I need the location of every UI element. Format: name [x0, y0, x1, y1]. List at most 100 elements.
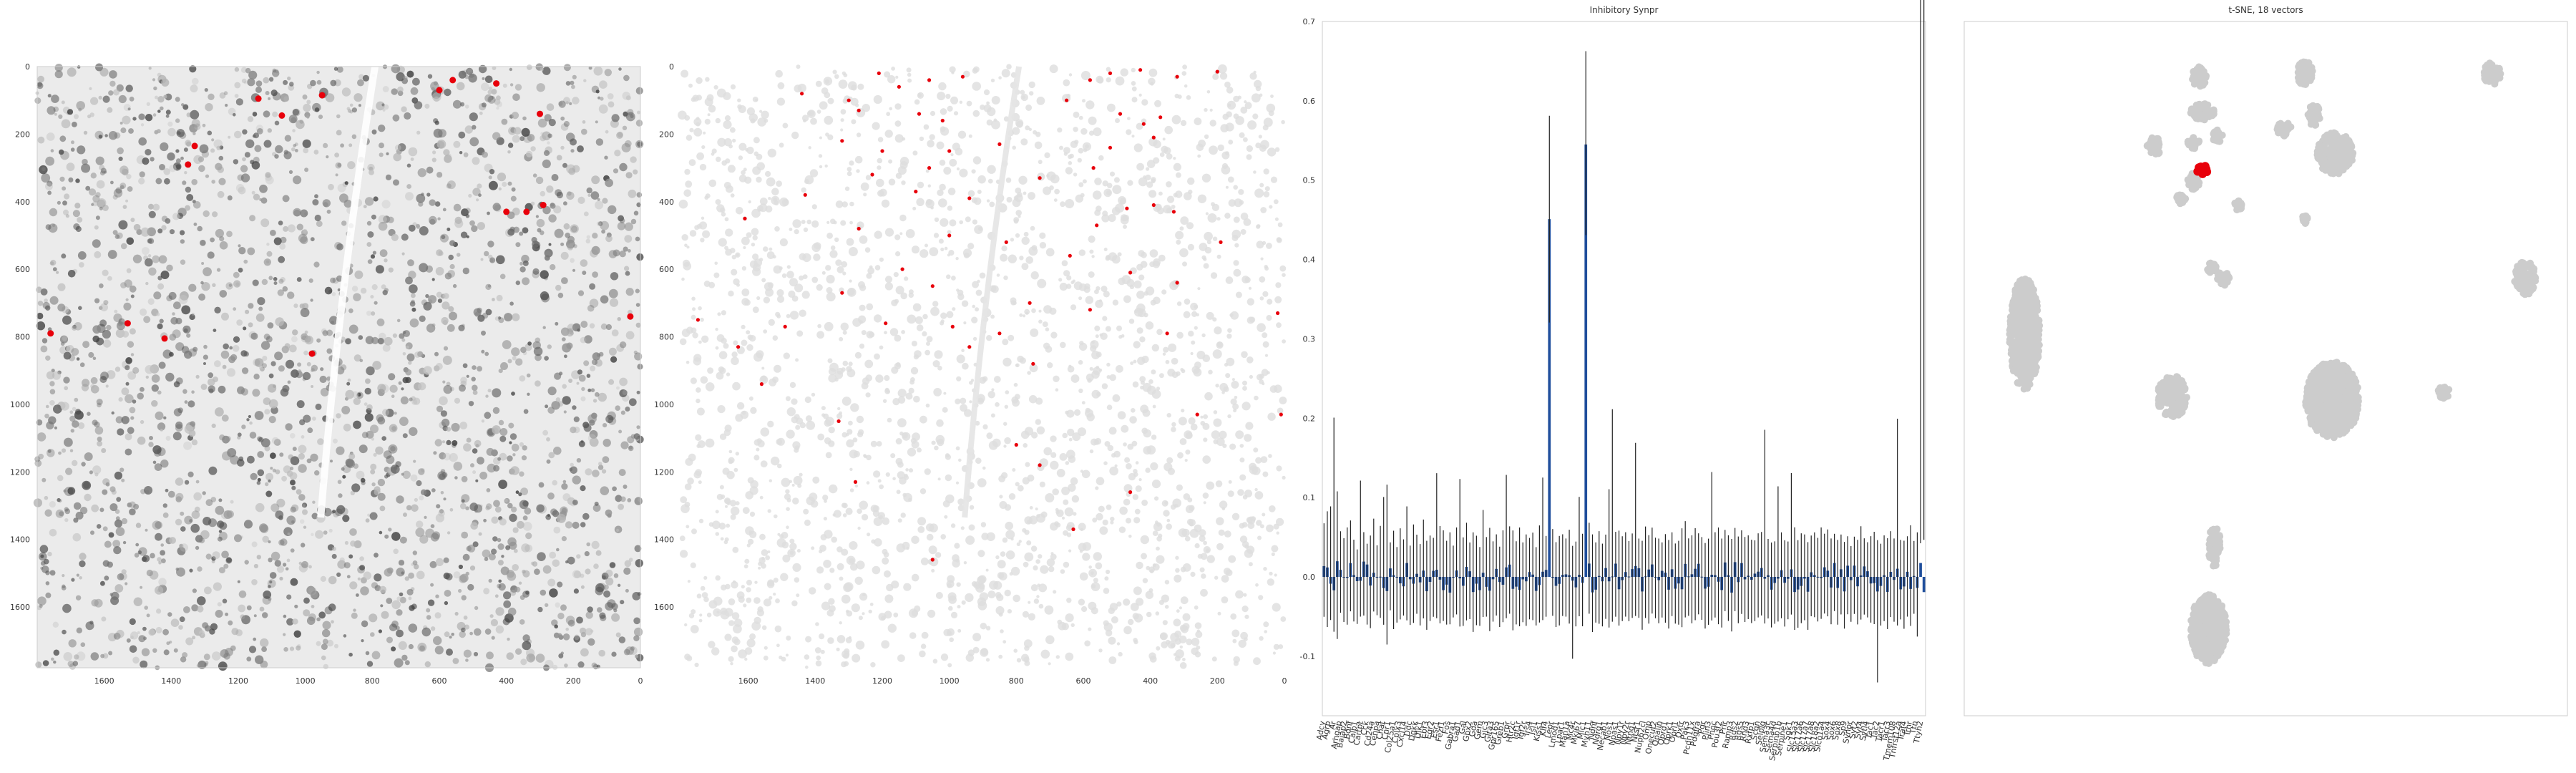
tissue-cell-blob: [600, 614, 607, 622]
tissue-cell-blob: [700, 238, 705, 243]
tissue-cell-blob: [1013, 594, 1020, 603]
highlight-cell-point: [318, 92, 326, 99]
tissue-cell-blob: [1106, 362, 1111, 367]
tissue-cell-blob: [336, 130, 342, 136]
tissue-cell-blob: [1220, 124, 1229, 132]
tissue-cell-blob: [839, 411, 842, 415]
tissue-cell-blob: [147, 254, 152, 258]
tissue-cell-blob: [286, 515, 296, 525]
tissue-cell-blob: [472, 188, 481, 196]
tissue-cell-blob: [884, 375, 890, 381]
tissue-cell-blob: [615, 405, 620, 411]
tissue-cell-blob: [166, 641, 170, 646]
tissue-cell-blob: [1263, 168, 1269, 175]
tissue-cell-blob: [343, 199, 352, 208]
tissue-cell-blob: [1231, 629, 1240, 638]
tissue-cell-blob: [73, 517, 79, 523]
tissue-cell-blob: [693, 127, 703, 137]
tissue-cell-blob: [592, 352, 600, 361]
tissue-cell-blob: [290, 480, 296, 486]
tissue-cell-blob: [64, 507, 69, 512]
tissue-cell-blob: [899, 161, 908, 169]
tissue-cell-blob: [763, 296, 771, 303]
tissue-cell-blob: [378, 629, 383, 633]
tissue-cell-blob: [1201, 173, 1211, 183]
tissue-cell-blob: [1245, 422, 1254, 430]
tissue-cell-blob: [49, 570, 56, 576]
tissue-cell-blob: [320, 387, 329, 397]
tissue-cell-blob: [1235, 590, 1244, 599]
tissue-cell-blob: [1123, 498, 1131, 506]
tissue-cell-blob: [263, 110, 270, 118]
tissue-cell-blob: [454, 397, 461, 404]
tissue-cell-blob: [364, 197, 374, 206]
tissue-cell-blob: [879, 345, 884, 350]
tissue-cell-blob: [160, 543, 164, 547]
tissue-cell-blob: [708, 641, 716, 648]
tissue-cell-blob: [824, 321, 834, 331]
tissue-cell-blob: [312, 199, 319, 206]
tissue-cell-blob: [1004, 589, 1011, 597]
tissue-cell-blob: [360, 477, 366, 483]
tissue-cell-blob: [1215, 384, 1219, 388]
tissue-cell-blob: [371, 437, 375, 441]
tissue-cell-blob: [605, 178, 613, 188]
tissue-cell-blob: [935, 552, 942, 558]
tissue-cell-blob: [796, 549, 801, 553]
tissue-cell-blob: [492, 132, 501, 140]
tissue-cell-blob: [285, 359, 295, 369]
tissue-cell-blob: [303, 103, 311, 112]
tissue-cell-blob: [62, 603, 72, 613]
tissue-cell-blob: [233, 159, 239, 165]
tissue-cell-blob: [605, 577, 614, 586]
tissue-cell-blob: [107, 250, 117, 259]
tissue-cell-blob: [1133, 640, 1138, 645]
tissue-cell-blob: [889, 107, 892, 111]
tissue-cell-blob: [290, 433, 296, 439]
tissue-cell-blob: [157, 323, 163, 330]
tissue-cell-blob: [393, 152, 401, 162]
highlight-cell-point: [308, 350, 316, 357]
tissue-cell-blob: [370, 254, 376, 259]
tissue-cell-blob: [314, 194, 318, 199]
highlight-cell-point: [436, 87, 443, 94]
tissue-cell-blob: [459, 151, 463, 155]
tissue-cell-blob: [1253, 70, 1257, 74]
tissue-cell-blob: [825, 417, 834, 426]
tissue-cell-blob: [615, 632, 621, 638]
tissue-cell-blob: [393, 179, 399, 186]
tissue-cell-blob: [592, 504, 601, 512]
tissue-cell-blob: [696, 593, 702, 599]
tissue-cell-blob: [980, 648, 989, 657]
tissue-cell-blob: [269, 572, 277, 579]
tissue-cell-blob: [519, 375, 526, 382]
tissue-cell-blob: [361, 639, 364, 643]
tissue-cell-blob: [301, 504, 306, 507]
tissue-cell-blob: [265, 172, 271, 178]
tissue-cell-blob: [282, 563, 287, 567]
tissue-cell-blob: [587, 638, 595, 646]
tissue-cell-blob: [568, 379, 573, 383]
tissue-cell-blob: [897, 461, 904, 468]
tissue-cell-blob: [1159, 633, 1167, 640]
tissue-cell-blob: [130, 294, 135, 298]
tissue-cell-blob: [545, 514, 552, 520]
tissue-cell-blob: [891, 366, 899, 374]
tissue-cell-blob: [758, 557, 766, 564]
tissue-cell-blob: [226, 557, 232, 563]
tissue-cell-blob: [1010, 538, 1014, 541]
tissue-cell-blob: [560, 123, 569, 131]
tissue-cell-blob: [122, 115, 131, 125]
tissue-cell-blob: [1095, 299, 1103, 308]
tissue-cell-blob: [1068, 437, 1073, 442]
tissue-cell-blob: [41, 173, 51, 183]
tissue-cell-blob: [1244, 549, 1254, 558]
tissue-cell-blob: [832, 69, 837, 74]
tissue-cell-blob: [449, 311, 457, 321]
tissue-cell-blob: [753, 597, 761, 604]
tissue-cell-blob: [1254, 188, 1264, 198]
tissue-cell-blob: [1057, 127, 1063, 133]
tissue-cell-blob: [484, 75, 493, 84]
tissue-cell-blob: [120, 243, 127, 250]
tissue-cell-blob: [430, 626, 436, 631]
